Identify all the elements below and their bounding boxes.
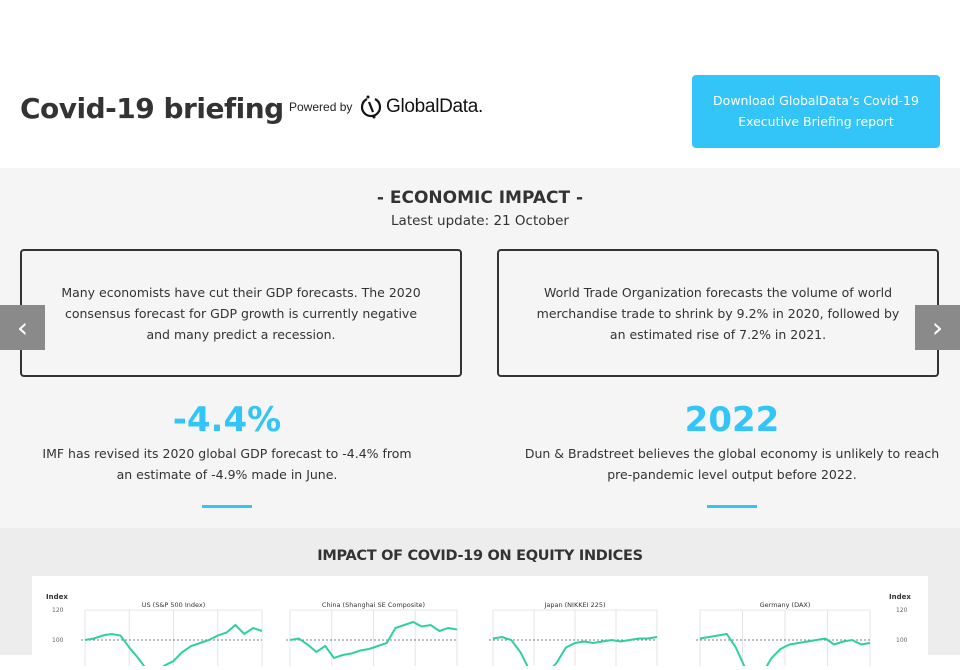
- equity-section: IMPACT OF COVID-19 ON EQUITY INDICES Ind…: [0, 528, 960, 670]
- download-report-button[interactable]: Download GlobalData’s Covid-19 Executive…: [692, 75, 940, 148]
- stat-value: -4.4%: [172, 400, 282, 440]
- carousel-prev-button[interactable]: ‹: [0, 305, 45, 350]
- globaldata-logo-icon: [360, 95, 382, 119]
- stat-text: IMF has revised its 2020 global GDP fore…: [42, 446, 412, 482]
- stat-underline: [202, 505, 252, 508]
- y-tick-label: 120: [52, 607, 64, 614]
- series-line: [492, 635, 658, 670]
- y-axis-label-right: Index: [889, 593, 911, 601]
- y-tick-label: 100: [52, 637, 64, 644]
- equity-chart: Index Index 120 120 100 100 US (S&P 500 Index)…: [32, 576, 928, 670]
- chevron-left-icon: ‹: [16, 311, 29, 344]
- equity-title: IMPACT OF COVID-19 ON EQUITY INDICES: [317, 548, 643, 564]
- carousel-next-button[interactable]: ›: [915, 305, 960, 350]
- card-text: Many economists have cut their GDP forec…: [61, 284, 421, 342]
- y-tick-label-right: 120: [896, 607, 908, 614]
- page-title: Covid-19 briefing: [20, 92, 284, 125]
- panel-title: Japan (NIKKEI 225): [543, 601, 605, 609]
- stat-block: 2022 Dun & Bradstreet believes the globa…: [512, 398, 952, 508]
- stat-value: 2022: [684, 400, 780, 440]
- powered-by-label: Powered by: [289, 100, 353, 114]
- info-card: World Trade Organization forecasts the v…: [497, 249, 939, 377]
- series-line: [289, 620, 458, 660]
- latest-update: Latest update: 21 October: [391, 213, 569, 229]
- header: Covid-19 briefing Powered by GlobalData.…: [0, 0, 960, 168]
- card-text: World Trade Organization forecasts the v…: [536, 284, 900, 342]
- y-tick-label-right: 100: [896, 637, 908, 644]
- globaldata-logo[interactable]: GlobalData.: [360, 95, 483, 119]
- stat-underline: [707, 505, 757, 508]
- stat-text: Dun & Bradstreet believes the global eco…: [524, 446, 940, 482]
- stat-block: -4.4% IMF has revised its 2020 global GD…: [7, 398, 447, 508]
- series-line: [699, 632, 871, 670]
- panel-title: Germany (DAX): [760, 601, 811, 609]
- panel-title: China (Shanghai SE Composite): [322, 601, 425, 609]
- economic-impact-section: - ECONOMIC IMPACT - Latest update: 21 Oc…: [0, 168, 960, 528]
- section-heading: - ECONOMIC IMPACT -: [376, 188, 584, 208]
- logo-text: GlobalData.: [386, 96, 484, 117]
- panel-title: US (S&P 500 Index): [142, 601, 206, 609]
- info-card: Many economists have cut their GDP forec…: [20, 249, 462, 377]
- y-axis-label: Index: [46, 593, 68, 601]
- equity-chart-svg: Index Index 120 120 100 100 US (S&P 500 Index)…: [46, 593, 911, 670]
- chevron-right-icon: ›: [931, 311, 944, 344]
